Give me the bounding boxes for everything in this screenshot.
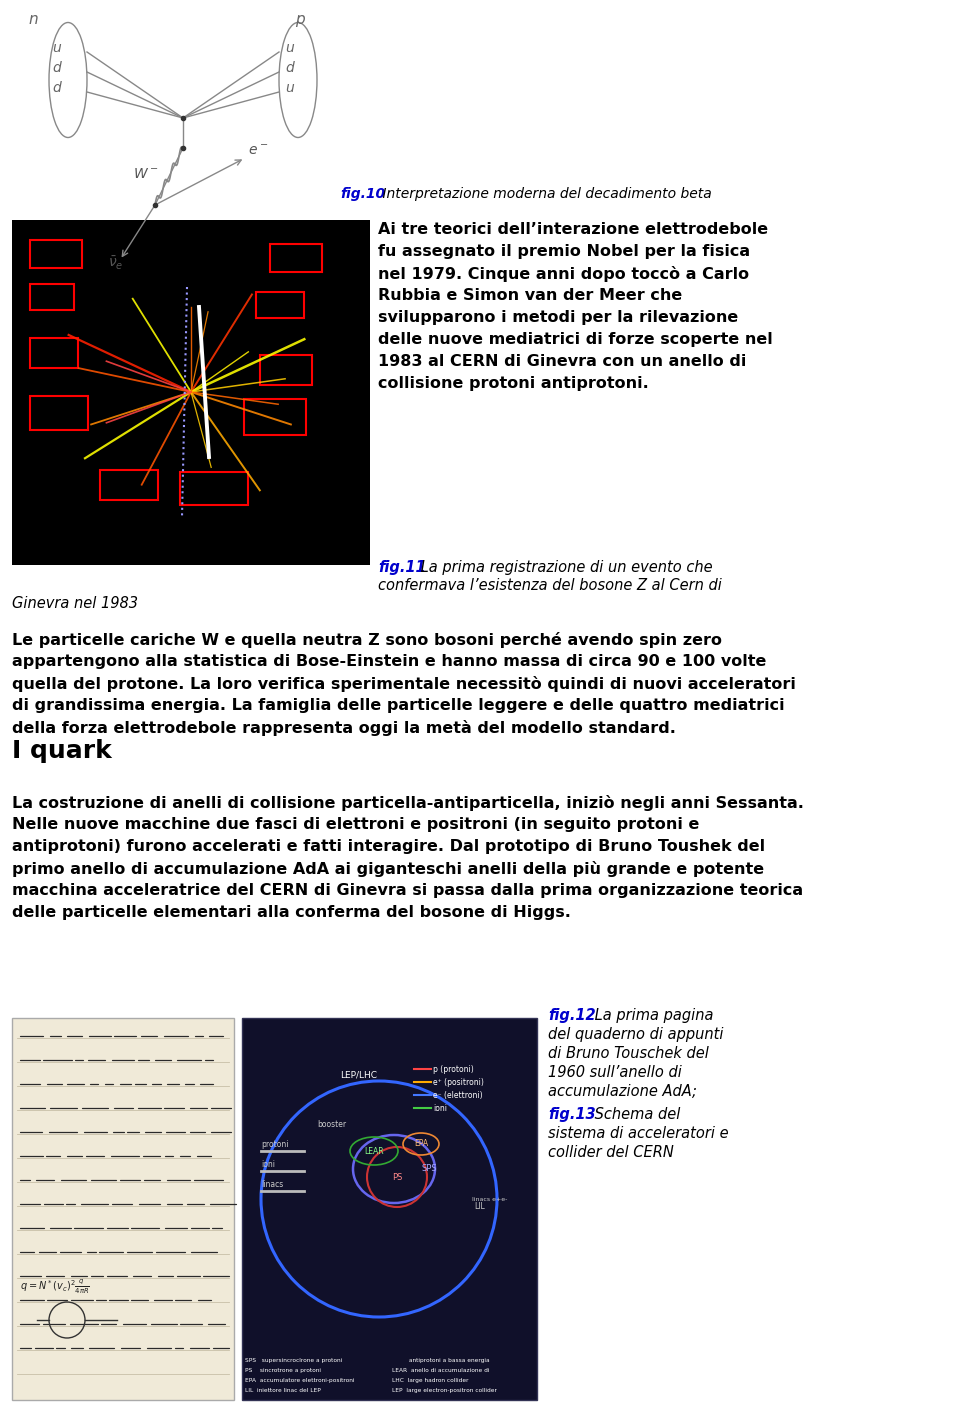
- Text: Ginevra nel 1983: Ginevra nel 1983: [12, 596, 138, 611]
- Bar: [242, 1018, 537, 1401]
- Text: linacs e+e-: linacs e+e-: [472, 1197, 508, 1202]
- Text: fig.12: fig.12: [548, 1008, 595, 1024]
- Text: macchina acceleratrice del CERN di Ginevra si passa dalla prima organizzazione t: macchina acceleratrice del CERN di Ginev…: [12, 882, 804, 898]
- Text: e⁺ (positroni): e⁺ (positroni): [433, 1077, 484, 1087]
- Bar: [30, 395, 88, 431]
- Text: 1983 al CERN di Ginevra con un anello di: 1983 al CERN di Ginevra con un anello di: [378, 354, 746, 369]
- Text: fu assegnato il premio Nobel per la fisica: fu assegnato il premio Nobel per la fisi…: [378, 244, 750, 258]
- Text: LIL: LIL: [474, 1202, 485, 1211]
- Text: Interpretazione moderna del decadimento beta: Interpretazione moderna del decadimento …: [378, 186, 711, 201]
- Text: d: d: [52, 80, 60, 95]
- Text: d: d: [285, 61, 294, 75]
- Text: Ai tre teorici dell’interazione elettrodebole: Ai tre teorici dell’interazione elettrod…: [378, 222, 768, 237]
- Bar: [260, 354, 312, 385]
- Text: fig.10: fig.10: [340, 186, 385, 201]
- Text: fig.13: fig.13: [548, 1107, 595, 1123]
- Text: p: p: [295, 11, 304, 27]
- Text: delle nuove mediatrici di forze scoperte nel: delle nuove mediatrici di forze scoperte…: [378, 332, 773, 347]
- Text: EPA  accumulatore elettroni-positroni: EPA accumulatore elettroni-positroni: [245, 1378, 354, 1382]
- Text: La prima registrazione di un evento che: La prima registrazione di un evento che: [416, 561, 712, 575]
- Text: $e^-$: $e^-$: [248, 144, 268, 158]
- Text: di Bruno Touschek del: di Bruno Touschek del: [548, 1046, 708, 1060]
- Text: Rubbia e Simon van der Meer che: Rubbia e Simon van der Meer che: [378, 288, 683, 304]
- Text: SPS: SPS: [421, 1163, 437, 1173]
- Text: Le particelle cariche W e quella neutra Z sono bosoni perché avendo spin zero: Le particelle cariche W e quella neutra …: [12, 633, 722, 648]
- Text: LEAR  anello di accumulazione di: LEAR anello di accumulazione di: [392, 1368, 490, 1372]
- Bar: [244, 400, 306, 435]
- Text: e⁻ (elettroni): e⁻ (elettroni): [433, 1091, 483, 1100]
- Text: antiprotoni) furono accelerati e fatti interagire. Dal prototipo di Bruno Toushe: antiprotoni) furono accelerati e fatti i…: [12, 839, 765, 854]
- Text: fig.11: fig.11: [378, 561, 425, 575]
- Bar: [256, 292, 304, 318]
- Text: collisione protoni antiprotoni.: collisione protoni antiprotoni.: [378, 376, 649, 391]
- Text: La costruzione di anelli di collisione particella-antiparticella, iniziò negli a: La costruzione di anelli di collisione p…: [12, 795, 804, 810]
- Text: LEP/LHC: LEP/LHC: [341, 1070, 377, 1079]
- Text: delle particelle elementari alla conferma del bosone di Higgs.: delle particelle elementari alla conferm…: [12, 905, 571, 921]
- Text: La prima pagina: La prima pagina: [590, 1008, 713, 1024]
- Bar: [30, 337, 78, 369]
- Text: sistema di acceleratori e: sistema di acceleratori e: [548, 1125, 729, 1141]
- Text: p (protoni): p (protoni): [433, 1065, 473, 1075]
- Text: del quaderno di appunti: del quaderno di appunti: [548, 1027, 724, 1042]
- Text: u: u: [285, 41, 294, 55]
- Text: PS    sincrotrone a protoni: PS sincrotrone a protoni: [245, 1368, 321, 1372]
- Text: booster: booster: [317, 1120, 347, 1130]
- Bar: [12, 1018, 234, 1401]
- Text: linacs: linacs: [261, 1180, 283, 1189]
- Text: primo anello di accumulazione AdA ai giganteschi anelli della più grande e poten: primo anello di accumulazione AdA ai gig…: [12, 861, 764, 877]
- Text: Nelle nuove macchine due fasci di elettroni e positroni (in seguito protoni e: Nelle nuove macchine due fasci di elettr…: [12, 818, 700, 832]
- Text: accumulazione AdA;: accumulazione AdA;: [548, 1084, 697, 1099]
- Text: $W^-$: $W^-$: [133, 167, 158, 181]
- Text: d: d: [52, 61, 60, 75]
- Bar: [270, 244, 322, 273]
- Text: SPS   supersincroclrone a protoni: SPS supersincroclrone a protoni: [245, 1358, 343, 1363]
- Text: quella del protone. La loro verifica sperimentale necessitò quindi di nuovi acce: quella del protone. La loro verifica spe…: [12, 676, 796, 692]
- Bar: [180, 472, 248, 505]
- Text: u: u: [52, 41, 60, 55]
- Text: $\bar{\nu}_e$: $\bar{\nu}_e$: [108, 256, 124, 273]
- Text: antiprotoni a bassa energia: antiprotoni a bassa energia: [392, 1358, 490, 1363]
- Text: nel 1979. Cinque anni dopo toccò a Carlo: nel 1979. Cinque anni dopo toccò a Carlo: [378, 265, 749, 282]
- Text: protoni: protoni: [261, 1139, 289, 1149]
- Text: ioni: ioni: [261, 1161, 275, 1169]
- Text: LEAR: LEAR: [364, 1147, 384, 1155]
- Text: u: u: [285, 80, 294, 95]
- Text: ioni: ioni: [433, 1104, 447, 1113]
- Text: n: n: [28, 11, 37, 27]
- Text: LHC  large hadron collider: LHC large hadron collider: [392, 1378, 468, 1382]
- Text: di grandissima energia. La famiglia delle particelle leggere e delle quattro med: di grandissima energia. La famiglia dell…: [12, 698, 784, 713]
- Text: Schema del: Schema del: [590, 1107, 681, 1123]
- Bar: [30, 284, 74, 311]
- Bar: [12, 220, 370, 565]
- Text: svilupparono i metodi per la rilevazione: svilupparono i metodi per la rilevazione: [378, 311, 738, 325]
- Text: I quark: I quark: [12, 738, 111, 762]
- Text: 1960 sull’anello di: 1960 sull’anello di: [548, 1065, 682, 1080]
- Text: EPA: EPA: [414, 1139, 428, 1148]
- Bar: [100, 470, 158, 500]
- Text: collider del CERN: collider del CERN: [548, 1145, 674, 1161]
- Text: appartengono alla statistica di Bose-Einstein e hanno massa di circa 90 e 100 vo: appartengono alla statistica di Bose-Ein…: [12, 654, 766, 669]
- Text: LIL  iniettore linac del LEP: LIL iniettore linac del LEP: [245, 1388, 321, 1394]
- Bar: [30, 240, 82, 268]
- Text: della forza elettrodebole rappresenta oggi la metà del modello standard.: della forza elettrodebole rappresenta og…: [12, 720, 676, 736]
- Text: PS: PS: [392, 1172, 402, 1182]
- Text: $q = N^*(v_c)^2 \frac{q}{4\pi R}$: $q = N^*(v_c)^2 \frac{q}{4\pi R}$: [20, 1278, 90, 1296]
- Text: LEP  large electron-positron collider: LEP large electron-positron collider: [392, 1388, 497, 1394]
- Text: confermava l’esistenza del bosone Z al Cern di: confermava l’esistenza del bosone Z al C…: [378, 578, 722, 593]
